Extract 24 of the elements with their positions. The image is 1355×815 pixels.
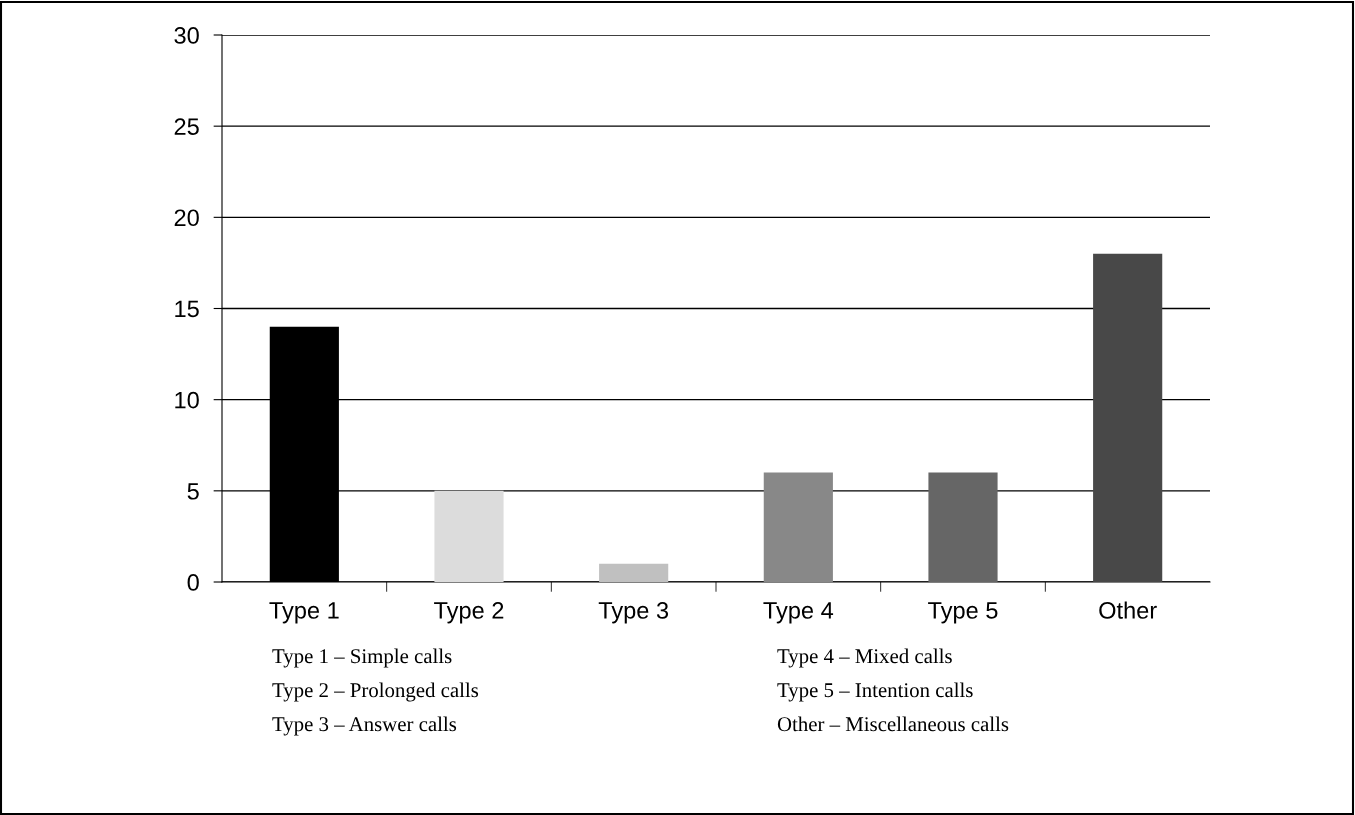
text: Type 2 – Prolonged calls <box>272 682 479 702</box>
y-tick-label: 30 <box>174 27 199 44</box>
bar <box>928 472 998 582</box>
bar <box>1093 253 1163 582</box>
bar <box>763 472 833 582</box>
bar <box>434 490 504 582</box>
x-tick-label: Type 1 <box>269 602 339 624</box>
x-tick-label: Type 5 <box>928 602 998 624</box>
x-tick-label: Other <box>1099 601 1157 619</box>
bar <box>599 563 669 582</box>
y-tick-label: 0 <box>187 574 199 591</box>
text: Other – Miscellaneous calls <box>777 716 1009 732</box>
y-tick-label: 20 <box>174 209 199 227</box>
text: Type 3 – Answer calls <box>272 716 457 736</box>
text: Type 4 – Mixed calls <box>777 648 952 668</box>
x-tick-label: Type 4 <box>763 602 834 624</box>
x-tick-label: Type 2 <box>434 602 504 624</box>
y-tick-label: 10 <box>175 391 199 409</box>
text: Type 1 – Simple calls <box>272 648 452 668</box>
y-tick-label: 25 <box>174 118 199 135</box>
y-tick-label: 5 <box>187 483 199 500</box>
y-tick-label: 15 <box>175 300 199 318</box>
text: Type 5 – Intention calls <box>777 682 973 702</box>
x-tick-label: Type 3 <box>598 602 669 624</box>
